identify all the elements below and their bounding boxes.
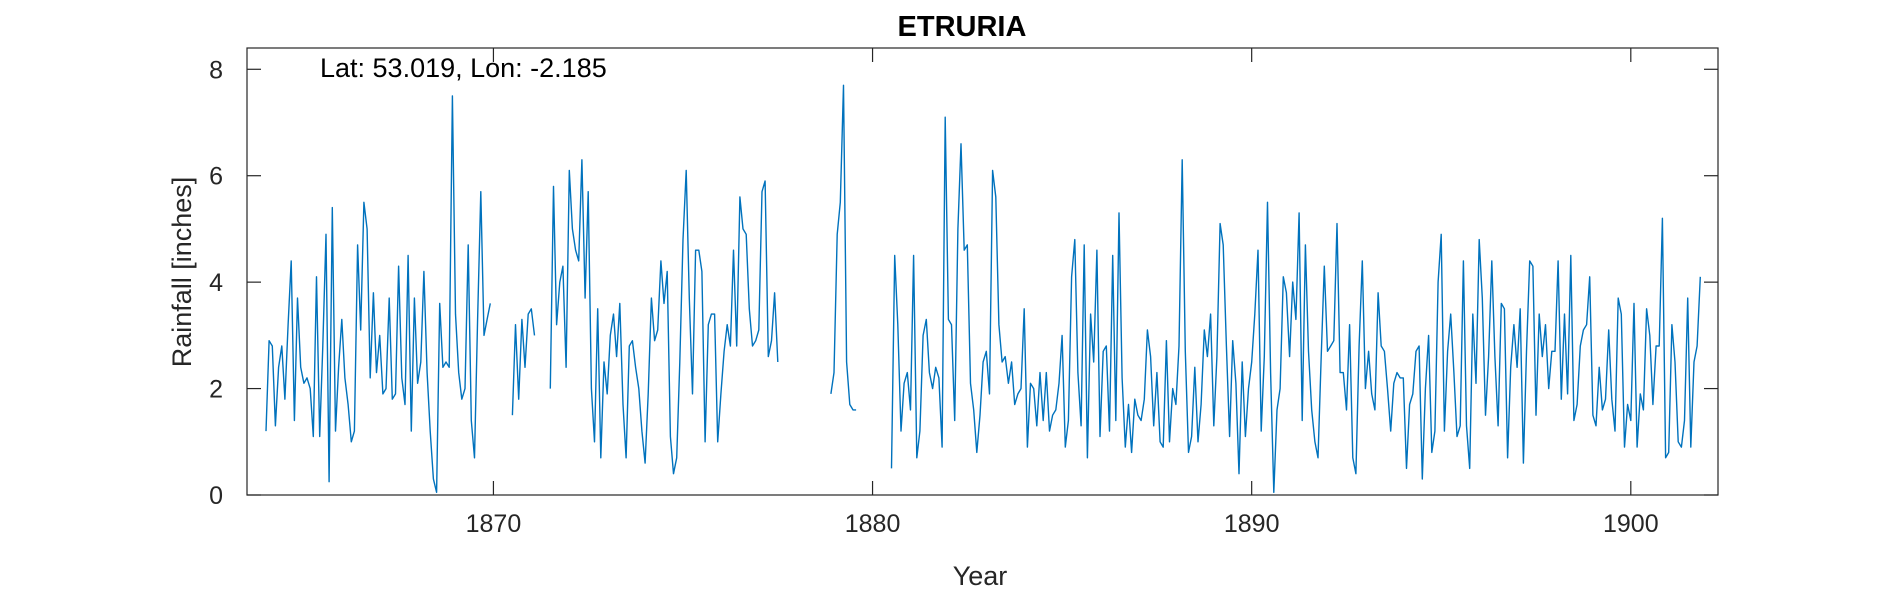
series-layer — [265, 84, 1701, 493]
rainfall-line-segment — [265, 95, 491, 493]
plot-box — [246, 47, 1719, 496]
rainfall-line-segment — [890, 116, 1701, 493]
x-tick-label: 1870 — [466, 510, 522, 538]
x-tick-label: 1890 — [1224, 510, 1280, 538]
station-coordinates-annotation: Lat: 53.019, Lon: -2.185 — [320, 53, 607, 83]
rainfall-line-segment — [549, 159, 779, 475]
y-tick-label: 4 — [209, 269, 223, 297]
y-tick-label: 6 — [209, 163, 223, 191]
y-axis-label: Rainfall [inches] — [167, 177, 197, 368]
plot-area — [246, 47, 1719, 496]
chart-title: ETRURIA — [898, 11, 1027, 43]
x-tick-label: 1900 — [1603, 510, 1659, 538]
x-axis-label: Year — [953, 561, 1008, 591]
y-tick-label: 2 — [209, 376, 223, 404]
rainfall-line-segment — [511, 308, 536, 416]
y-tick-label: 8 — [209, 56, 223, 84]
x-tick-label: 1880 — [845, 510, 901, 538]
y-tick-label: 0 — [209, 482, 223, 510]
y-axis: 0 2 4 6 8 — [209, 56, 1718, 510]
rainfall-line-segment — [830, 84, 857, 411]
x-axis: 1870 1880 1890 1900 — [466, 48, 1659, 538]
